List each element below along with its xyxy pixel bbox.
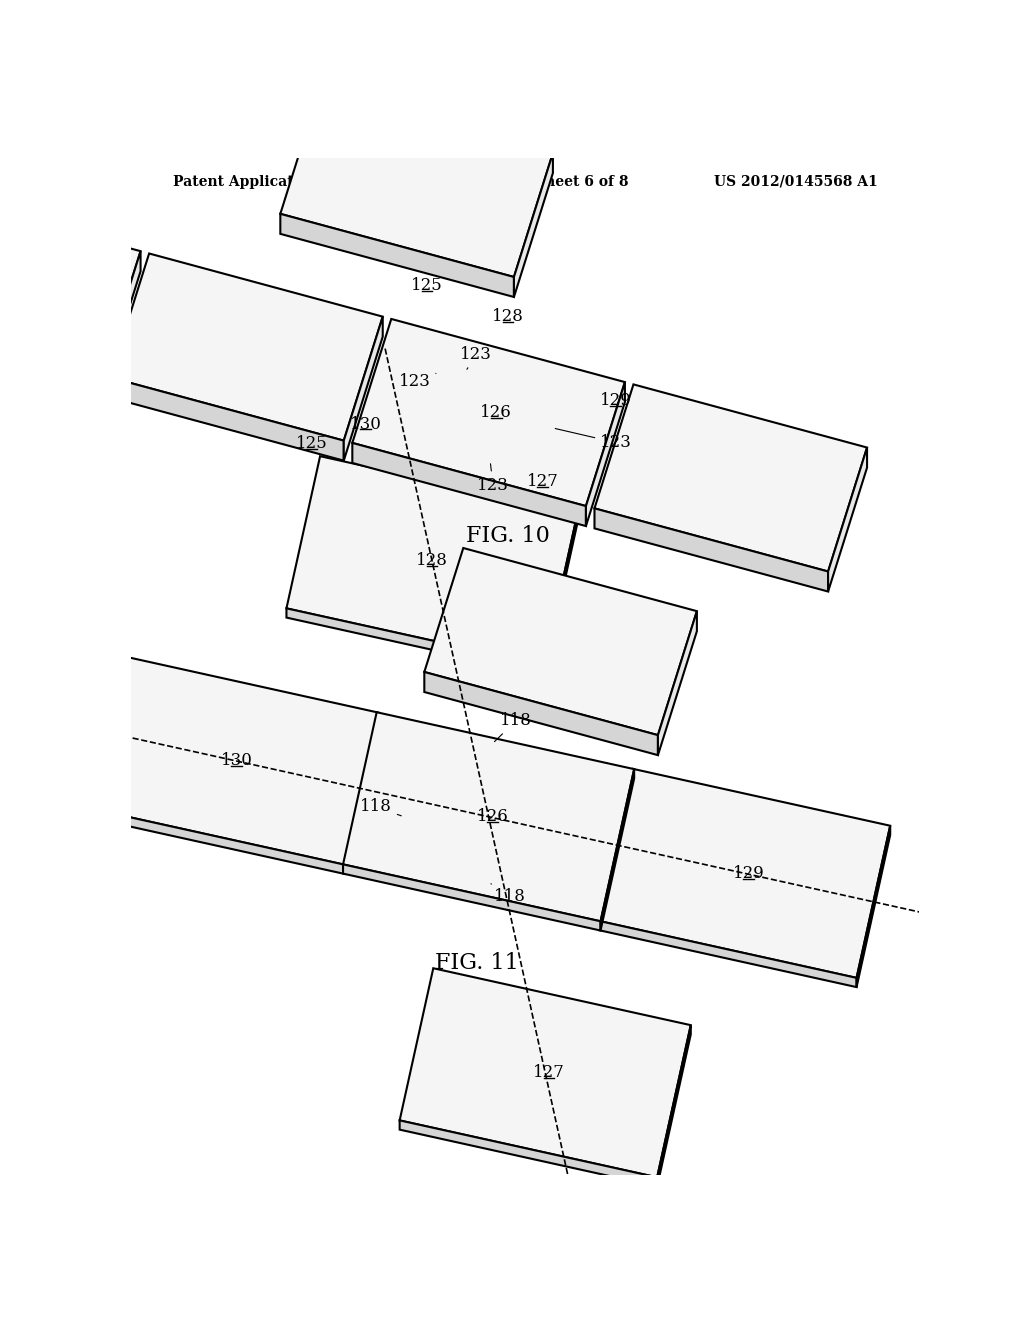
Polygon shape bbox=[344, 713, 378, 874]
Text: US 2012/0145568 A1: US 2012/0145568 A1 bbox=[714, 174, 878, 189]
Polygon shape bbox=[595, 508, 828, 591]
Text: 118: 118 bbox=[490, 884, 526, 906]
Text: 130: 130 bbox=[220, 751, 252, 768]
Polygon shape bbox=[0, 599, 122, 808]
Polygon shape bbox=[600, 770, 634, 931]
Polygon shape bbox=[111, 378, 344, 461]
Polygon shape bbox=[856, 826, 890, 987]
Polygon shape bbox=[658, 611, 697, 755]
Polygon shape bbox=[287, 457, 578, 665]
Text: Jun. 14, 2012  Sheet 6 of 8: Jun. 14, 2012 Sheet 6 of 8 bbox=[421, 174, 629, 189]
Text: 129: 129 bbox=[732, 865, 764, 882]
Text: 130: 130 bbox=[349, 416, 381, 433]
Text: 129: 129 bbox=[600, 392, 632, 409]
Polygon shape bbox=[544, 513, 578, 675]
Text: 127: 127 bbox=[534, 1064, 565, 1081]
Polygon shape bbox=[599, 768, 890, 978]
Polygon shape bbox=[344, 317, 383, 461]
Polygon shape bbox=[657, 1026, 691, 1187]
Polygon shape bbox=[87, 808, 344, 874]
Polygon shape bbox=[343, 713, 634, 921]
Text: 125: 125 bbox=[296, 434, 328, 451]
Polygon shape bbox=[586, 381, 625, 527]
Polygon shape bbox=[111, 253, 383, 441]
Text: FIG. 11: FIG. 11 bbox=[435, 952, 519, 974]
Text: 118: 118 bbox=[495, 711, 532, 742]
Polygon shape bbox=[343, 865, 600, 931]
Polygon shape bbox=[399, 969, 691, 1177]
Polygon shape bbox=[424, 548, 697, 735]
Text: 126: 126 bbox=[480, 404, 512, 421]
Text: 123: 123 bbox=[460, 346, 492, 370]
Text: 127: 127 bbox=[526, 474, 558, 490]
Polygon shape bbox=[101, 251, 140, 395]
Polygon shape bbox=[281, 214, 514, 297]
Polygon shape bbox=[514, 153, 553, 297]
Polygon shape bbox=[599, 921, 856, 987]
Polygon shape bbox=[424, 672, 658, 755]
Text: 123: 123 bbox=[398, 372, 436, 389]
Polygon shape bbox=[828, 447, 867, 591]
Polygon shape bbox=[0, 312, 101, 395]
Polygon shape bbox=[87, 656, 378, 865]
Polygon shape bbox=[352, 444, 586, 527]
Text: FIG. 10: FIG. 10 bbox=[466, 525, 550, 546]
Polygon shape bbox=[0, 751, 88, 817]
Polygon shape bbox=[595, 384, 867, 572]
Polygon shape bbox=[352, 319, 625, 506]
Polygon shape bbox=[0, 187, 140, 375]
Text: 128: 128 bbox=[416, 552, 447, 569]
Polygon shape bbox=[88, 656, 122, 817]
Text: 125: 125 bbox=[411, 277, 443, 294]
Text: 118: 118 bbox=[360, 799, 401, 816]
Polygon shape bbox=[281, 90, 553, 277]
Text: 123: 123 bbox=[555, 429, 632, 451]
Text: 123: 123 bbox=[477, 463, 509, 494]
Text: Patent Application Publication: Patent Application Publication bbox=[173, 174, 413, 189]
Text: 128: 128 bbox=[492, 308, 524, 325]
Polygon shape bbox=[287, 609, 544, 675]
Text: 126: 126 bbox=[476, 808, 508, 825]
Polygon shape bbox=[399, 1121, 657, 1187]
